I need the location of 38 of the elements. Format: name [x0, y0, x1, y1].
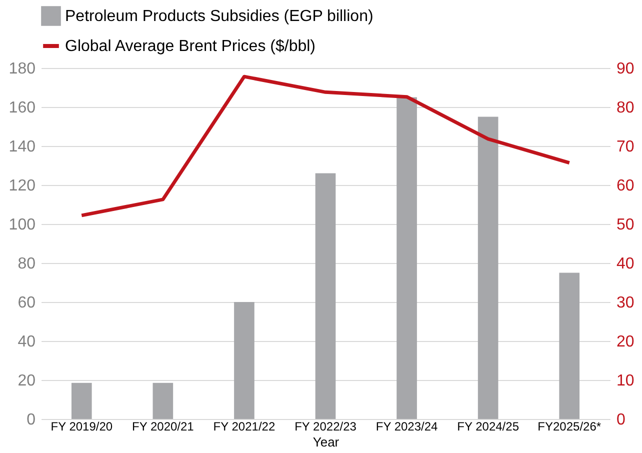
y-tick-label: 160: [8, 100, 36, 116]
x-tick-label: FY 2024/25: [457, 420, 520, 434]
y-tick-label: 40: [18, 334, 36, 350]
y-tick-label: 20: [18, 372, 36, 390]
x-tick-label: FY 2019/20: [50, 420, 113, 434]
y-tick-label: 80: [18, 256, 36, 272]
bar: [234, 302, 254, 419]
y-tick-label: 180: [8, 60, 36, 78]
bar: [71, 382, 92, 419]
bar: [152, 382, 174, 419]
y2-tick-label: 0: [616, 412, 626, 428]
legend-label: Global Average Brent Prices ($/bbl): [65, 38, 316, 55]
y-tick-label: 60: [18, 294, 36, 312]
legend-label: Petroleum Products Subsidies (EGP billion): [65, 8, 374, 25]
x-tick-label: FY 2021/22: [213, 420, 276, 434]
x-axis-title: Year: [312, 434, 340, 450]
y-tick-label: 120: [8, 178, 36, 194]
y-tick-label: 140: [8, 138, 36, 156]
x-tick-label: FY 2020/21: [132, 420, 194, 434]
y2-tick-label: 90: [616, 60, 634, 78]
y2-tick-label: 10: [616, 372, 634, 390]
y2-tick-label: 60: [616, 178, 634, 194]
y2-tick-label: 30: [616, 294, 634, 312]
bar: [478, 116, 498, 419]
bar: [559, 272, 580, 419]
y-tick-label: 100: [8, 216, 36, 234]
bar: [396, 97, 417, 419]
line-series: [80, 74, 572, 218]
x-tick-label: FY2025/26*: [538, 420, 602, 434]
bar: [315, 173, 336, 419]
y2-tick-label: 40: [616, 256, 634, 272]
x-tick-label: FY 2022/23: [294, 420, 357, 434]
y2-tick-label: 80: [616, 100, 634, 116]
y2-tick-label: 50: [616, 216, 634, 234]
y2-tick-label: 70: [616, 138, 634, 156]
y2-tick-label: 20: [616, 334, 634, 350]
x-tick-label: FY 2023/24: [376, 420, 438, 434]
y-tick-label: 0: [26, 412, 36, 428]
